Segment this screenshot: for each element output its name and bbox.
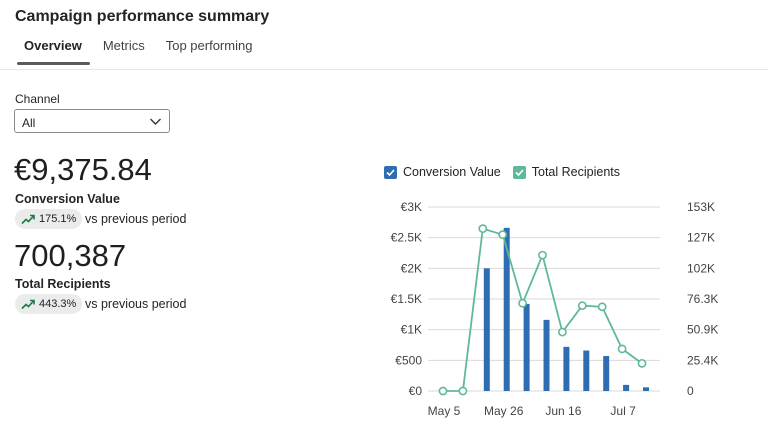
y-right-tick-label: 102K (687, 261, 715, 275)
recipients-change-badge: 443.3% (15, 294, 83, 314)
chart-legend: Conversion Value Total Recipients (384, 165, 632, 179)
x-tick-label: Jul 7 (610, 404, 636, 418)
tab-metrics[interactable]: Metrics (102, 38, 145, 53)
bar (503, 227, 510, 391)
bar (563, 346, 570, 391)
line-point (557, 327, 567, 337)
conversion-change-badge: 175.1% (15, 209, 83, 229)
y-right-tick-label: 50.9K (687, 323, 718, 337)
y-left-tick-label: €0 (409, 384, 423, 398)
bar (603, 356, 610, 391)
line-point (538, 250, 547, 260)
bar (543, 319, 550, 391)
y-left-tick-label: €1K (401, 323, 422, 337)
conversion-change-value: 175.1% (39, 213, 77, 225)
legend-label: Total Recipients (531, 165, 620, 179)
line-point (458, 386, 468, 396)
channel-dropdown-value: All (22, 116, 36, 130)
line-point (637, 358, 647, 368)
total-recipients-kpi: 700,387 (14, 238, 127, 273)
trend-up-icon (21, 299, 35, 310)
chevron-down-icon (150, 118, 161, 125)
bar (483, 268, 490, 391)
combo-chart: €0 0 €500 25.4K €1K 50.9K €1.5K 76.3K €2K 102K €2.… (391, 200, 719, 418)
line-point (518, 298, 527, 308)
line-point (597, 302, 607, 312)
tab-top-performing[interactable]: Top performing (165, 38, 253, 53)
tab-bar: Overview Metrics Top performing (17, 38, 265, 65)
x-tick-label: May 26 (484, 404, 524, 418)
y-left-tick-label: €2K (401, 261, 422, 275)
y-left-tick-label: €3K (401, 200, 422, 214)
total-recipients-label: Total Recipients (15, 277, 111, 291)
recipients-compare-text: vs previous period (85, 297, 187, 311)
y-right-tick-label: 0 (687, 384, 694, 398)
conversion-compare-text: vs previous period (85, 212, 187, 226)
tab-overview[interactable]: Overview (17, 38, 90, 65)
recipients-change-value: 443.3% (39, 298, 77, 310)
legend-conversion-value[interactable]: Conversion Value (384, 165, 501, 179)
y-right-tick-label: 76.3K (687, 292, 718, 306)
legend-total-recipients[interactable]: Total Recipients (512, 165, 620, 179)
bar (583, 350, 590, 391)
y-right-tick-label: 153K (687, 200, 715, 214)
channel-dropdown[interactable]: All (14, 109, 170, 133)
line-point (478, 224, 488, 234)
x-tick-label: Jun 16 (545, 404, 581, 418)
y-left-tick-label: €500 (395, 353, 422, 367)
header: Campaign performance summary Overview Me… (0, 0, 768, 70)
checkbox-checked-icon[interactable] (384, 165, 397, 179)
checkbox-checked-icon[interactable] (512, 165, 526, 179)
channel-label: Channel (15, 92, 60, 106)
y-right-tick-label: 127K (687, 231, 715, 245)
legend-label: Conversion Value (403, 165, 501, 179)
bar (623, 384, 630, 391)
x-tick-label: May 5 (428, 404, 461, 418)
conversion-value-label: Conversion Value (15, 192, 120, 206)
bar (523, 303, 530, 391)
y-right-tick-label: 25.4K (687, 353, 718, 367)
line-point (577, 301, 587, 311)
y-left-tick-label: €1.5K (391, 292, 422, 306)
line-point (498, 230, 508, 240)
conversion-value-kpi: €9,375.84 (14, 152, 152, 187)
trend-up-icon (21, 214, 35, 225)
y-left-tick-label: €2.5K (391, 231, 422, 245)
line-point (438, 386, 448, 396)
bar (643, 387, 649, 391)
line-point (617, 344, 627, 354)
page-title: Campaign performance summary (15, 8, 270, 25)
